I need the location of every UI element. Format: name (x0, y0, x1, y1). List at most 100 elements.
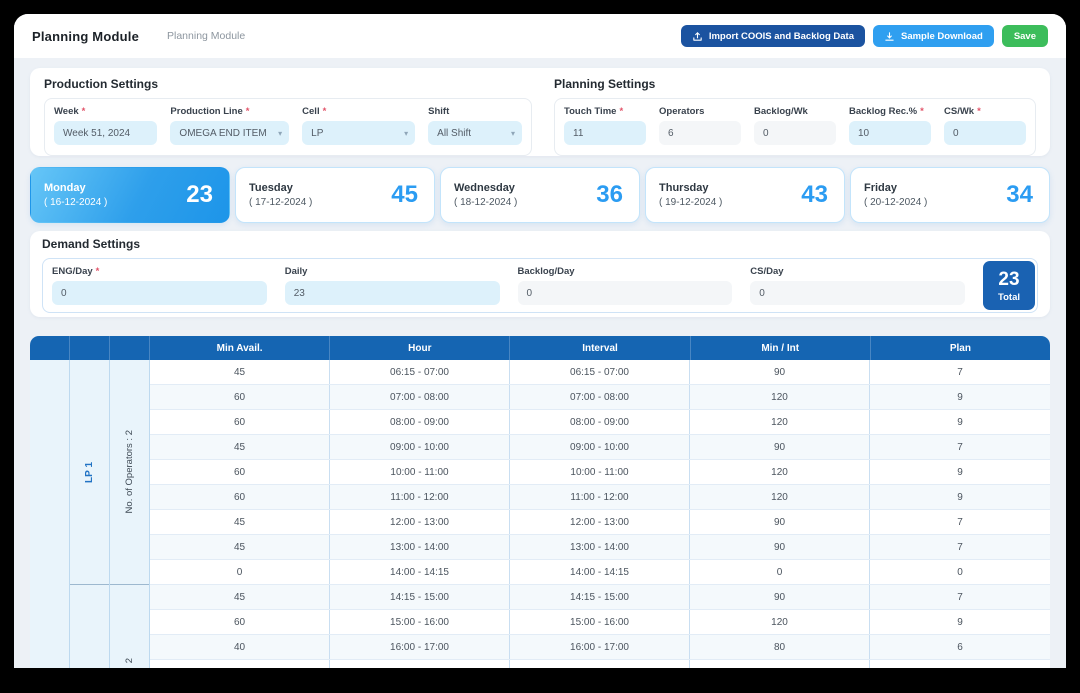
total-label: Total (998, 291, 1020, 303)
cs-day-label: CS/Day (750, 266, 784, 277)
day-date: ( 18-12-2024 ) (454, 197, 518, 208)
required-asterisk: * (977, 106, 981, 117)
backlog-rec-input[interactable]: 10 (849, 121, 931, 145)
day-card-tuesday[interactable]: Tuesday ( 17-12-2024 ) 45 (235, 167, 435, 223)
eng-day-field: ENG/Day * 0 (52, 266, 267, 305)
operators-field: Operators 6 (659, 106, 741, 147)
demand-settings-fieldbox: ENG/Day * 0 Daily 23 Backlog/Day 0 CS/Day… (42, 258, 1038, 313)
save-button[interactable]: Save (1001, 25, 1048, 47)
shift-field: Shift All Shift ▾ (428, 106, 522, 147)
header-spacer (110, 336, 150, 360)
sample-button-label: Sample Download (900, 30, 983, 42)
operators-group-2: 2 (110, 585, 149, 668)
total-badge: 23 Total (983, 261, 1035, 310)
table-rows: 45 06:15 - 07:00 06:15 - 07:00 90 7 60 07:00 … (150, 360, 1050, 668)
sample-download-button[interactable]: Sample Download (872, 25, 994, 47)
table-row: 45 12:00 - 13:00 12:00 - 13:00 90 7 (150, 510, 1050, 535)
production-line-select[interactable]: OMEGA END ITEM ▾ (170, 121, 290, 145)
required-asterisk: * (81, 106, 86, 117)
table-cell: 60 (150, 485, 330, 509)
table-cell: 45 (150, 435, 330, 459)
table-cell: 11:00 - 12:00 (510, 485, 690, 509)
backlog-wk-input[interactable]: 0 (754, 121, 836, 145)
required-asterisk: * (95, 266, 100, 277)
table-row: 45 14:15 - 15:00 14:15 - 15:00 90 7 (150, 585, 1050, 610)
header-spacer (30, 336, 70, 360)
backlog-wk-field: Backlog/Wk 0 (754, 106, 836, 147)
table-cell: 08:00 - 09:00 (330, 410, 510, 434)
table-cell: 120 (690, 460, 870, 484)
touch-time-label: Touch Time (564, 106, 617, 117)
operators-count-label-partial: 2 (124, 657, 135, 663)
backlog-day-label: Backlog/Day (517, 266, 575, 277)
import-icon (692, 31, 703, 42)
day-date: ( 17-12-2024 ) (249, 197, 313, 208)
table-row-partial (150, 660, 1050, 668)
cell-select[interactable]: LP ▾ (302, 121, 416, 145)
daily-input[interactable]: 23 (284, 281, 500, 305)
table-body: LP 1 No. of Operators : 2 2 45 06:15 - 07… (30, 360, 1050, 668)
breadcrumb: Planning Module (167, 30, 246, 42)
main-content: Production Settings Week * Week 51, 2024 … (14, 58, 1066, 668)
table-row: 40 16:00 - 17:00 16:00 - 17:00 80 6 (150, 635, 1050, 660)
operators-input[interactable]: 6 (659, 121, 741, 145)
backlog-day-input[interactable]: 0 (517, 281, 733, 305)
day-name: Thursday (659, 182, 709, 194)
day-name: Friday (864, 182, 898, 194)
daily-label: Daily (284, 266, 308, 277)
table-cell: 9 (957, 466, 963, 478)
table-row: 0 14:00 - 14:15 14:00 - 14:15 0 0 (150, 560, 1050, 585)
cs-wk-label: CS/Wk (944, 106, 975, 117)
required-asterisk: * (619, 106, 624, 117)
week-input[interactable]: Week 51, 2024 (54, 121, 158, 145)
column-header-min-avail: Min Avail. (150, 336, 331, 360)
shift-select[interactable]: All Shift ▾ (428, 121, 522, 145)
cs-day-input[interactable]: 0 (750, 281, 965, 305)
eng-day-input[interactable]: 0 (52, 281, 267, 305)
table-cell (330, 660, 510, 668)
table-row: 45 13:00 - 14:00 13:00 - 14:00 90 7 (150, 535, 1050, 560)
table-cell: 9 (957, 616, 963, 628)
required-asterisk: * (245, 106, 250, 117)
day-value: 36 (596, 181, 623, 208)
day-card-thursday[interactable]: Thursday ( 19-12-2024 ) 43 (645, 167, 845, 223)
table-cell: 7 (957, 516, 963, 528)
table-cell: 14:15 - 15:00 (510, 585, 690, 609)
table-cell: 9 (957, 491, 963, 503)
import-coois-button[interactable]: Import COOIS and Backlog Data (680, 25, 865, 47)
table-cell: 6 (957, 641, 963, 653)
day-card-monday[interactable]: Monday ( 16-12-2024 ) 23 (30, 167, 230, 223)
touch-time-input[interactable]: 11 (564, 121, 646, 145)
production-line-field: Production Line * OMEGA END ITEM ▾ (170, 106, 290, 147)
table-cell: 60 (150, 410, 330, 434)
planning-settings-section: Planning Settings Touch Time * 11 Operato… (554, 77, 1036, 156)
line-label: LP 1 (84, 461, 95, 483)
settings-card: Production Settings Week * Week 51, 2024 … (30, 68, 1050, 156)
table-cell: 15:00 - 16:00 (330, 610, 510, 634)
table-cell: 14:00 - 14:15 (510, 560, 690, 584)
table-cell: 45 (150, 360, 330, 384)
table-cell: 09:00 - 10:00 (330, 435, 510, 459)
chevron-down-icon: ▾ (510, 128, 515, 138)
day-date: ( 16-12-2024 ) (44, 197, 108, 208)
table-cell: 40 (150, 635, 330, 659)
cs-wk-input[interactable]: 0 (944, 121, 1026, 145)
production-line-label: Production Line (170, 106, 243, 117)
table-cell: 7 (957, 366, 963, 378)
table-row: 45 09:00 - 10:00 09:00 - 10:00 90 7 (150, 435, 1050, 460)
day-card-wednesday[interactable]: Wednesday ( 18-12-2024 ) 36 (440, 167, 640, 223)
table-cell: 120 (690, 385, 870, 409)
import-button-label: Import COOIS and Backlog Data (708, 30, 854, 42)
table-cell: 07:00 - 08:00 (510, 385, 690, 409)
gutter-column (30, 360, 70, 668)
table-cell: 120 (690, 610, 870, 634)
table-cell: 12:00 - 13:00 (330, 510, 510, 534)
backlog-rec-field: Backlog Rec.% * 10 (849, 106, 931, 147)
top-bar: Planning Module Planning Module Import C… (14, 14, 1066, 58)
table-row: 60 07:00 - 08:00 07:00 - 08:00 120 9 (150, 385, 1050, 410)
shift-label: Shift (428, 106, 450, 117)
table-cell: 16:00 - 17:00 (510, 635, 690, 659)
production-settings-fieldbox: Week * Week 51, 2024 Production Line * OME… (44, 98, 532, 156)
day-card-friday[interactable]: Friday ( 20-12-2024 ) 34 (850, 167, 1050, 223)
operators-group-1: No. of Operators : 2 (110, 360, 149, 585)
